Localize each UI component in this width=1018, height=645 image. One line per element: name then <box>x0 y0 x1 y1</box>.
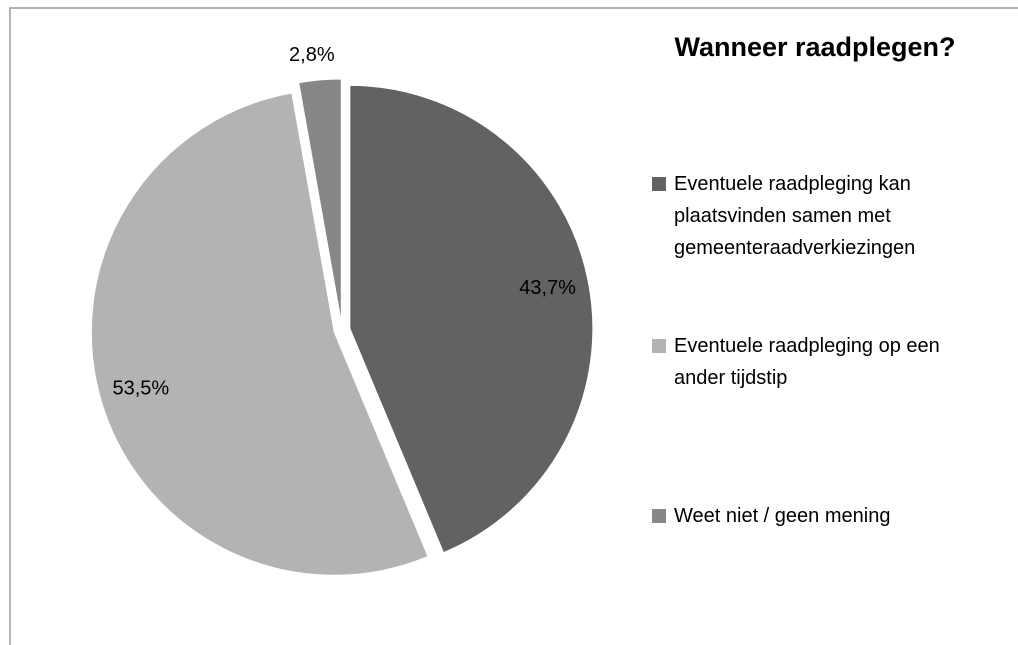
pie-slice <box>90 92 429 576</box>
legend-item: Weet niet / geen mening <box>652 500 992 532</box>
data-label: 53,5% <box>112 377 169 399</box>
pie-slice <box>298 78 342 323</box>
legend-label: Weet niet / geen mening <box>674 505 891 527</box>
legend-swatch <box>652 509 666 523</box>
frame <box>9 7 1018 645</box>
pie-slice <box>349 84 594 554</box>
legend-label: Eventuele raadpleging kan plaatsvinden s… <box>674 173 916 259</box>
legend-label: Eventuele raadpleging op een ander tijds… <box>674 335 940 389</box>
legend-swatch <box>652 339 666 353</box>
legend-item: Eventuele raadpleging kan plaatsvinden s… <box>652 168 992 264</box>
data-label: 43,7% <box>519 277 576 299</box>
chart-title: Wanneer raadplegen? <box>674 32 956 62</box>
data-label: 2,8% <box>289 44 335 66</box>
legend-swatch <box>652 177 666 191</box>
legend-item: Eventuele raadpleging op een ander tijds… <box>652 330 992 394</box>
